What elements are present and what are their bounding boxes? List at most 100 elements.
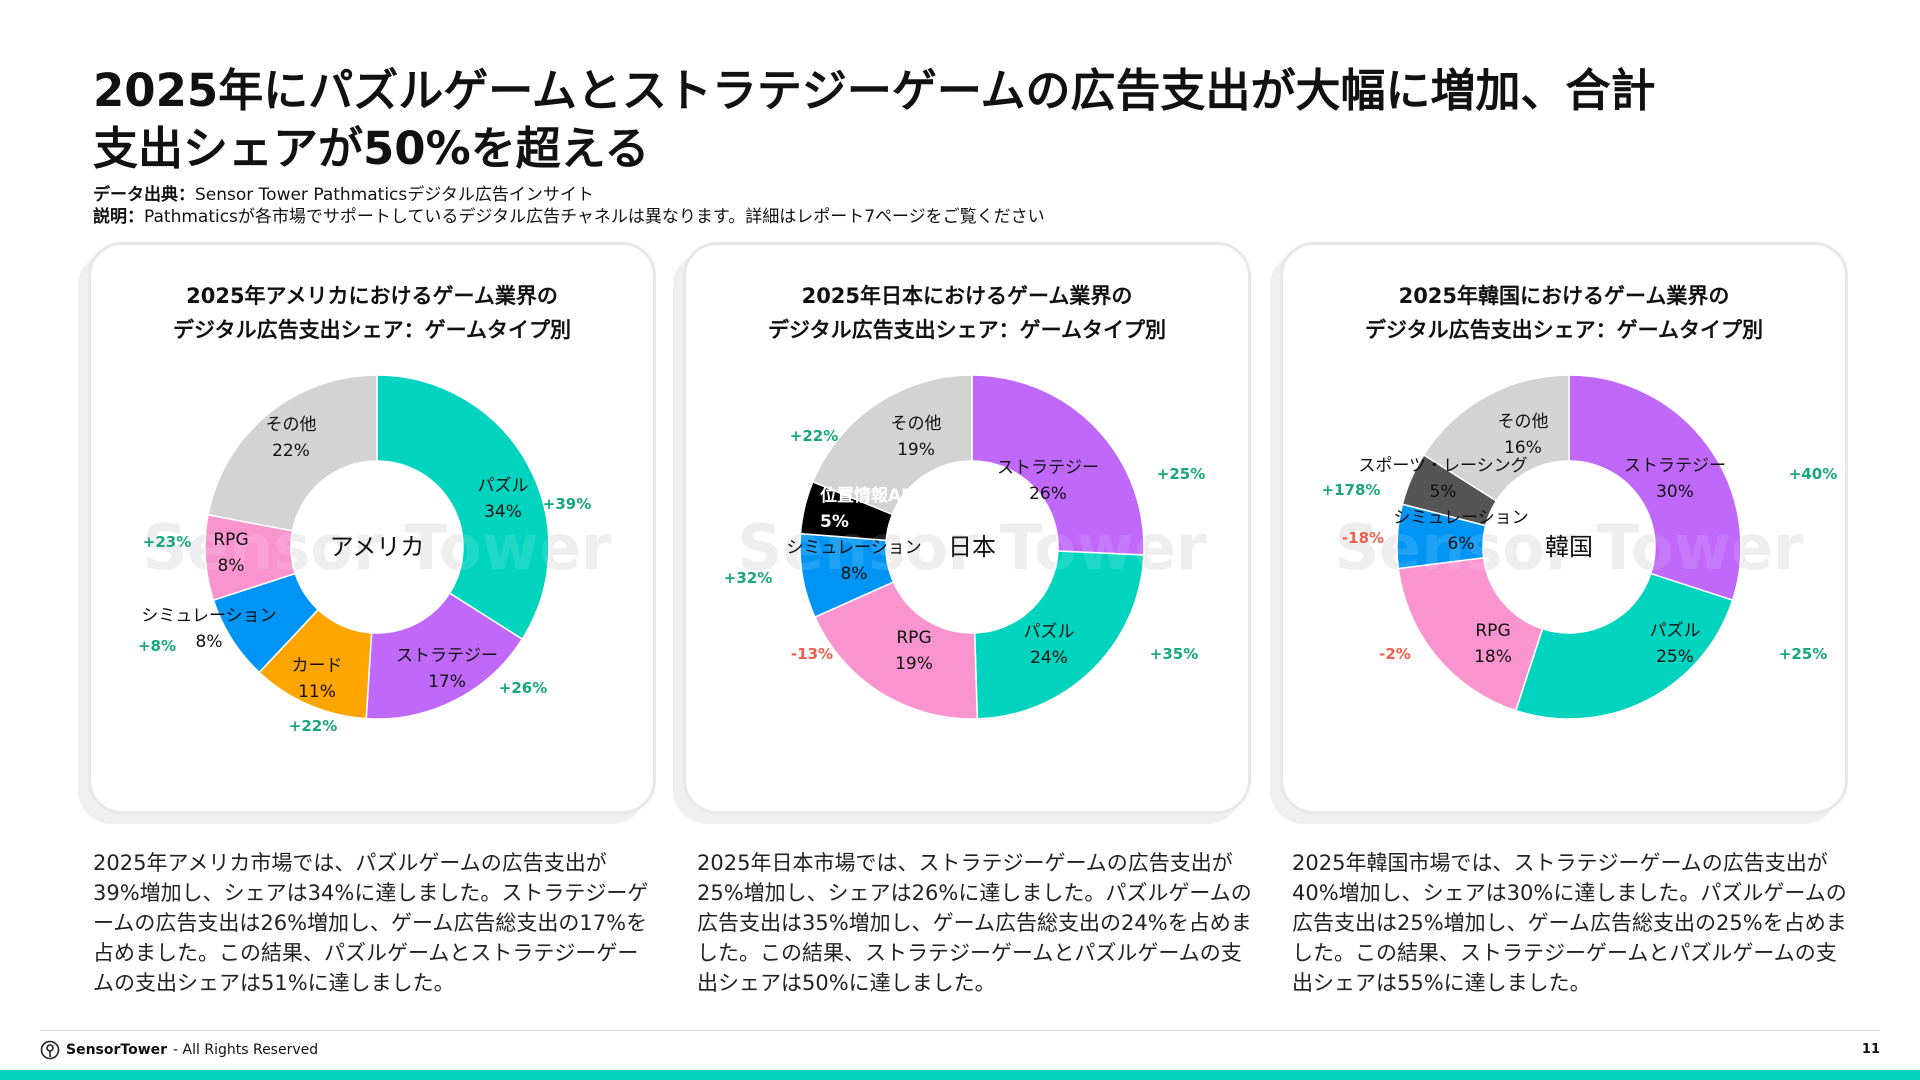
watermark-overlay: Sensor Tower [142,511,611,584]
note-text: Pathmaticsが各市場でサポートしているデジタル広告チャネルは異なります。… [144,207,1045,227]
chart-title-line2: デジタル広告支出シェア：ゲームタイプ別 [173,318,571,342]
slice-name-label: ストラテジー [1624,456,1726,476]
page-title: 2025年にパズルゲームとストラテジーゲームの広告支出が大幅に増加、合計 支出シ… [93,62,1873,178]
donut-slice [811,374,973,516]
slices-group [204,374,550,720]
slice-change-label: +39% [543,495,591,513]
donut-slice [813,581,979,720]
slices-group [1396,374,1742,720]
page-number: 11 [1861,1042,1880,1057]
slice-value-label: 8% [841,564,868,584]
chart-card-usa: 2025年アメリカにおけるゲーム業界の デジタル広告支出シェア：ゲームタイプ別 … [88,242,656,814]
slice-name-label: ストラテジー [396,646,498,666]
slice-change-label: +25% [1779,645,1827,663]
slice-value-label: 30% [1656,482,1694,502]
footer-divider [40,1030,1880,1031]
slice-name-label: RPG [213,530,248,550]
slice-name-label: シミュレーション [786,538,921,558]
slice-change-label: +25% [1157,465,1205,483]
source-notes: データ出典：Sensor Tower Pathmaticsデジタル広告インサイト… [93,184,1045,228]
slice-value-label: 11% [298,682,336,702]
slice-change-label: +178% [1322,481,1381,499]
description-korea: 2025年韓国市場では、ストラテジーゲームの広告支出が40%増加し、シェアは30… [1292,851,1847,995]
donut-slice [1397,556,1544,712]
slice-value-label: 8% [196,632,223,652]
slice-value-label: 19% [897,440,935,460]
footer-brand-name: SensorTower [66,1042,168,1058]
chart-title-line2: デジタル広告支出シェア：ゲームタイプ別 [1365,318,1763,342]
sensor-tower-logo-icon [40,1040,60,1060]
slice-value-label: 34% [484,502,522,522]
footer-brand: SensorTower - All Rights Reserved [40,1040,318,1060]
watermark-overlay: Sensor Tower [1334,511,1803,584]
slice-change-label: +22% [289,717,337,735]
slice-value-label: 22% [272,441,310,461]
description-japan: 2025年日本市場では、ストラテジーゲームの広告支出が25%増加し、シェアは26… [697,851,1252,995]
donut-slice [971,374,1145,556]
slice-change-label: +22% [790,427,838,445]
slice-change-label: +35% [1150,645,1198,663]
donut-slice [365,592,524,720]
slice-value-label: 18% [1474,647,1512,667]
slice-name-label: カード [292,656,343,676]
slice-name-label: RPG [1475,621,1510,641]
donut-slice [376,374,550,641]
donut-slice [1514,572,1734,720]
slice-name-label: その他 [266,415,317,435]
slice-change-label: -2% [1379,645,1411,663]
chart-card-japan: 2025年日本におけるゲーム業界の デジタル広告支出シェア：ゲームタイプ別 Se… [683,242,1251,814]
donut-slice [973,550,1145,720]
slice-value-label: 24% [1030,648,1068,668]
chart-title-japan: 2025年日本におけるゲーム業界の デジタル広告支出シェア：ゲームタイプ別 [686,279,1248,347]
data-source-text: Sensor Tower Pathmaticsデジタル広告インサイト [195,185,594,205]
slice-value-label: 19% [895,654,933,674]
slice-value-label: 26% [1029,484,1067,504]
slice-name-label: パズル [1024,622,1075,642]
page-title-line1: 2025年にパズルゲームとストラテジーゲームの広告支出が大幅に増加、合計 [93,64,1656,117]
data-source: データ出典：Sensor Tower Pathmaticsデジタル広告インサイト [93,184,1045,206]
note-label: 説明： [93,207,144,227]
note: 説明：Pathmaticsが各市場でサポートしているデジタル広告チャネルは異なり… [93,206,1045,228]
slice-name-label: シミュレーション [1393,508,1528,528]
slice-value-label: 5% [1430,482,1457,502]
chart-card-korea: 2025年韓国におけるゲーム業界の デジタル広告支出シェア：ゲームタイプ別 Se… [1280,242,1848,814]
slice-change-label: +32% [724,569,772,587]
donut-slice [1568,374,1742,602]
data-source-label: データ出典： [93,185,195,205]
chart-title-line1: 2025年韓国におけるゲーム業界の [1398,284,1730,308]
slice-name-label: 位置情報AR [820,485,914,506]
chart-title-line2: デジタル広告支出シェア：ゲームタイプ別 [768,318,1166,342]
chart-title-line1: 2025年日本におけるゲーム業界の [801,284,1133,308]
page-title-line2: 支出シェアが50%を超える [93,122,650,175]
slice-change-label: -13% [791,645,833,663]
bottom-accent-bar [0,1070,1920,1080]
chart-title-line1: 2025年アメリカにおけるゲーム業界の [186,284,558,308]
slice-value-label: 25% [1656,647,1694,667]
slice-name-label: スポーツ・レーシング [1358,456,1527,476]
slice-change-label: +26% [499,679,547,697]
center-label: 韓国 [1545,533,1593,561]
slice-name-label: その他 [1498,412,1549,432]
watermark-overlay: Sensor Tower [737,511,1206,584]
slice-change-label: +40% [1789,465,1837,483]
slice-name-label: シミュレーション [141,606,276,626]
slice-name-label: RPG [896,628,931,648]
slice-value-label: 16% [1504,438,1542,458]
donut-slice [1422,374,1570,502]
chart-title-usa: 2025年アメリカにおけるゲーム業界の デジタル広告支出シェア：ゲームタイプ別 [91,279,653,347]
donut-slice [207,374,378,532]
slices-group [799,374,1145,720]
slice-name-label: パズル [1650,621,1701,641]
slice-name-label: ストラテジー [997,458,1099,478]
slice-change-label: +8% [138,637,176,655]
slice-name-label: その他 [891,414,942,434]
chart-title-korea: 2025年韓国におけるゲーム業界の デジタル広告支出シェア：ゲームタイプ別 [1283,279,1845,347]
slice-change-label: -18% [1342,529,1384,547]
slice-value-label: 6% [1448,534,1475,554]
slice-value-label: 5% [820,512,849,532]
slice-value-label: 17% [428,672,466,692]
footer-rights: - All Rights Reserved [173,1042,319,1058]
